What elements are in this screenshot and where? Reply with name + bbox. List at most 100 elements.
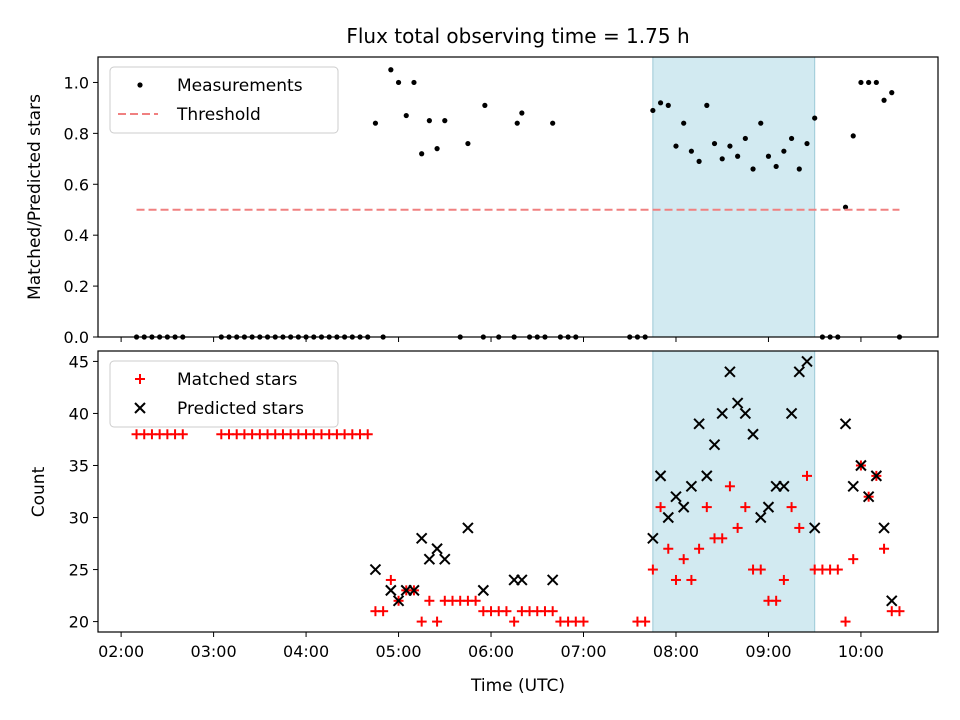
matched-stars-point — [177, 429, 188, 440]
matched-stars-point — [547, 606, 558, 617]
matched-stars-point — [362, 429, 373, 440]
predicted-stars-point — [654, 470, 667, 482]
predicted-stars-point — [793, 366, 805, 378]
y-tick-label: 20 — [69, 613, 89, 632]
matched-stars-point — [470, 595, 481, 606]
predicted-stars-point — [839, 418, 852, 430]
predicted-stars-point — [785, 407, 798, 420]
x-tick-label: 04:00 — [283, 642, 329, 661]
measurements-point — [550, 120, 556, 126]
measurements-point — [735, 153, 741, 159]
measurements-point — [372, 120, 379, 126]
measurements-point — [727, 143, 733, 149]
predicted-stars-point — [423, 553, 436, 565]
matched-stars-point — [678, 554, 689, 565]
legend-box — [109, 66, 339, 134]
measurements-point — [419, 151, 425, 157]
legend-swatch — [134, 402, 146, 414]
legend: Matched stars Predicted stars — [109, 360, 339, 428]
y-tick-label: 0.8 — [64, 124, 89, 143]
predicted-stars-point — [677, 501, 690, 513]
matched-stars-point — [640, 616, 651, 627]
predicted-stars-point — [731, 397, 744, 409]
measurements-point — [719, 156, 725, 162]
legend-label: Predicted stars — [177, 399, 304, 419]
highlight-span — [652, 350, 816, 633]
matched-stars-point — [801, 470, 812, 481]
predicted-stars-point — [392, 595, 405, 607]
predicted-stars-point — [762, 501, 775, 513]
predicted-stars-point — [755, 511, 767, 524]
y-tick-label: 30 — [69, 509, 89, 528]
matched-stars-point — [786, 502, 797, 513]
predicted-stars-point — [647, 532, 659, 545]
matched-stars-point — [647, 564, 658, 575]
measurements-point — [773, 163, 779, 170]
highlight-span — [652, 56, 816, 338]
predicted-stars-point — [431, 543, 443, 555]
predicted-stars-point — [886, 595, 898, 607]
legend: Measurements Threshold — [109, 66, 339, 134]
axes-frame — [97, 56, 939, 338]
matched-stars-point — [424, 595, 435, 606]
measurements-point — [804, 140, 810, 147]
matched-stars-point — [655, 502, 666, 513]
measurements-point — [482, 102, 488, 108]
matched-stars-point — [686, 574, 697, 585]
measurements-point — [889, 90, 895, 96]
matched-stars-point — [670, 574, 681, 585]
measurements-point — [696, 158, 702, 164]
predicted-stars-point — [855, 459, 867, 472]
axes-frame — [97, 350, 939, 633]
matched-stars-point — [832, 564, 843, 575]
matched-stars-point — [732, 522, 743, 533]
legend-swatch — [135, 374, 145, 384]
legend-swatch — [137, 82, 143, 88]
legend-label: Threshold — [176, 105, 261, 125]
predicted-stars-point — [670, 490, 682, 503]
measurements-point — [742, 135, 748, 142]
y-tick-label: 45 — [69, 352, 89, 371]
measurements-point — [781, 148, 787, 154]
predicted-stars-point — [439, 553, 451, 565]
predicted-stars-point — [477, 584, 490, 597]
matched-stars-point — [879, 543, 890, 554]
predicted-stars-point — [415, 532, 428, 545]
predicted-stars-point — [385, 584, 397, 597]
measurements-point — [403, 112, 409, 119]
predicted-stars-point — [739, 407, 752, 420]
legend-box — [109, 360, 339, 428]
x-tick-label: 05:00 — [375, 642, 421, 661]
measurements-point — [812, 115, 818, 121]
y-tick-label: 35 — [69, 456, 89, 475]
measurements-point — [442, 118, 448, 124]
y-tick-label: 40 — [69, 404, 89, 423]
predicted-stars-point — [546, 574, 559, 586]
predicted-stars-point — [716, 407, 728, 420]
measurements-point — [758, 120, 764, 126]
measurements-point — [850, 133, 856, 139]
predicted-stars-point — [516, 574, 528, 586]
y-tick-label: 25 — [69, 561, 89, 580]
measurements-point — [395, 79, 402, 86]
y-tick-label: 0.2 — [64, 277, 89, 296]
x-axis-label: Time (UTC) — [470, 676, 565, 696]
measurements-point — [688, 148, 694, 154]
matched-stars-point — [840, 616, 851, 627]
matched-stars-point — [894, 606, 905, 617]
bottom-y-axis-label: Count — [29, 466, 49, 517]
matched-stars-point — [724, 481, 735, 492]
predicted-stars-point — [878, 522, 890, 534]
y-tick-label: 0.4 — [64, 226, 89, 245]
predicted-stars-point — [685, 480, 698, 493]
predicted-stars-point — [462, 522, 474, 534]
measurements-point — [514, 120, 520, 126]
x-tick-label: 06:00 — [468, 642, 514, 661]
predicted-stars-point — [862, 490, 875, 503]
x-tick-label: 10:00 — [838, 642, 884, 661]
measurements-point — [519, 110, 525, 116]
x-tick-label: 08:00 — [653, 642, 699, 661]
measurements-point — [796, 166, 802, 172]
matched-stars-point — [848, 554, 859, 565]
